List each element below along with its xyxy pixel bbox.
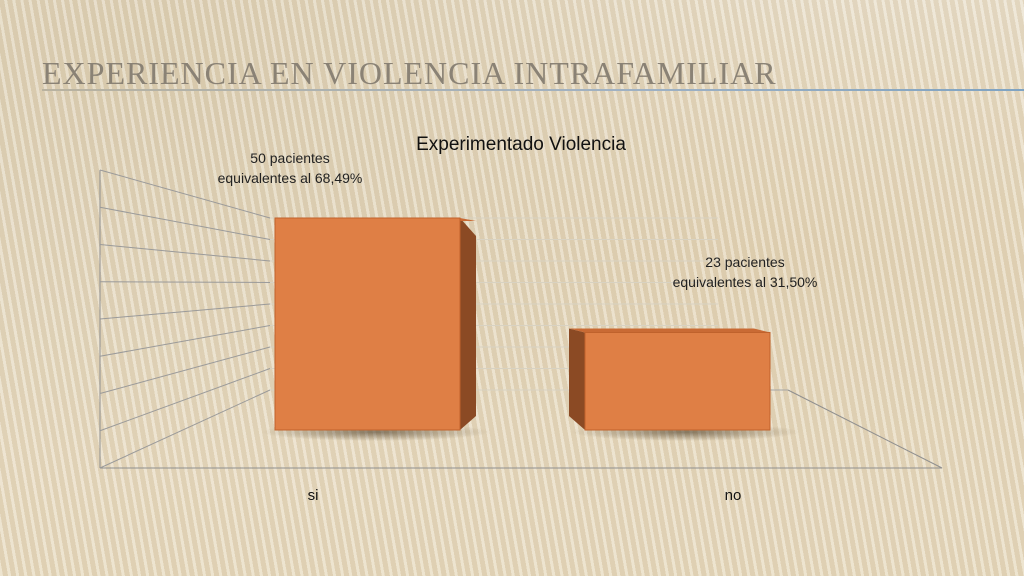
wall-gridline xyxy=(99,368,271,432)
bar-side-face xyxy=(460,218,476,430)
category-label-si: si xyxy=(308,487,319,504)
chart-grid xyxy=(99,169,943,469)
category-label-no: no xyxy=(725,487,742,504)
wall-gridline xyxy=(99,389,271,469)
bar-top-face xyxy=(569,328,770,333)
wall-gridline xyxy=(99,303,271,320)
chart-bars xyxy=(261,217,800,441)
wall-gridline xyxy=(99,206,271,240)
data-label-si: equivalentes al 68,49% xyxy=(218,170,363,186)
wall-gridline xyxy=(99,346,271,394)
wall-gridline xyxy=(99,281,271,283)
data-label-si: 50 pacientes xyxy=(250,150,329,166)
bar-no xyxy=(584,331,771,431)
wall-gridline xyxy=(99,325,271,357)
bar-side-face xyxy=(569,328,585,430)
bar-si xyxy=(274,217,461,431)
slide-title: EXPERIENCIA EN VIOLENCIA INTRAFAMILIAR xyxy=(42,55,777,91)
data-label-no: 23 pacientes xyxy=(705,254,784,270)
wall-gridline xyxy=(99,169,271,219)
floor-right-edge xyxy=(787,389,943,469)
wall-gridline xyxy=(99,244,271,262)
chart-title: Experimentado Violencia xyxy=(416,134,626,155)
data-label-no: equivalentes al 31,50% xyxy=(673,274,818,290)
title-rule xyxy=(42,89,1024,91)
